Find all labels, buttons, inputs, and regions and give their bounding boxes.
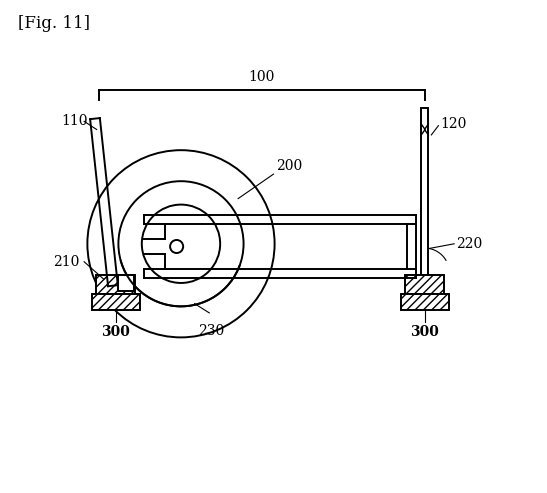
Bar [405, 276, 444, 294]
Bar [96, 276, 135, 294]
Bar [118, 276, 133, 290]
Text: 230: 230 [198, 324, 224, 338]
Text: [Fig. 11]: [Fig. 11] [18, 15, 90, 32]
Text: 300: 300 [101, 325, 130, 339]
Text: 120: 120 [440, 117, 467, 131]
Text: 220: 220 [456, 237, 482, 251]
Text: 300: 300 [410, 325, 439, 339]
Bar [407, 276, 422, 290]
Bar [92, 294, 139, 310]
Bar [421, 108, 428, 287]
Text: 200: 200 [276, 159, 302, 173]
Text: 100: 100 [249, 70, 275, 84]
Bar [401, 294, 449, 310]
Text: 110: 110 [61, 114, 88, 128]
Text: 210: 210 [53, 255, 79, 269]
